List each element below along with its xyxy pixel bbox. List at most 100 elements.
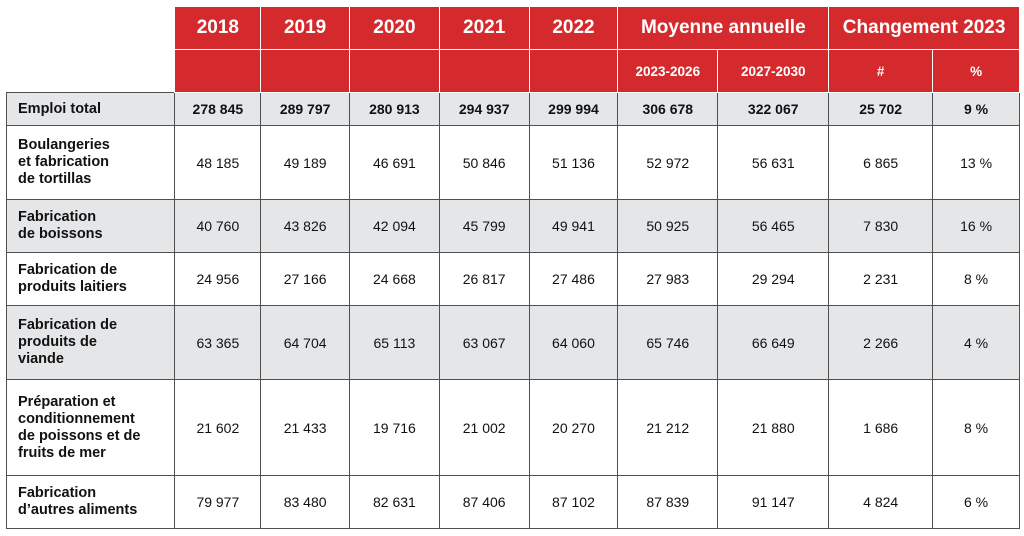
table-cell: 19 716 [349,379,440,476]
row-label-line: Fabrication de [18,317,118,333]
row-label-line: Emploi total [18,100,101,117]
table-cell: 87 839 [617,475,719,529]
table-row: Fabrication de produits laitiers 24 956 27 … [5,252,1020,306]
row-label-line: Fabrication [18,485,97,501]
table-cell: 66 649 [717,305,830,380]
table-cell: 63 365 [174,305,262,380]
table-cell: 65 113 [349,305,440,380]
header-row: 2018 2019 2020 2021 2022 Moyenne annuell… [6,6,1020,50]
row-label: Préparation et conditionnement de poissons… [5,379,176,476]
row-label-line: et fabrication [18,154,110,170]
row-label: Fabrication d’autres aliments [5,475,176,529]
row-label-line: produits de [18,334,97,350]
table-body: Emploi total 278 845 289 797 280 913 294 937… [5,92,1020,529]
table-cell: 21 880 [717,379,830,476]
corner-cell [6,6,175,50]
table-cell: 27 983 [617,252,719,306]
period-subheader: 2027-2030 [717,49,830,93]
year-header: 2020 [349,6,440,50]
table-cell: 27 486 [528,252,619,306]
row-label: Boulangeries et fabrication de tortillas [5,125,176,200]
table-row: Emploi total 278 845 289 797 280 913 294 937… [5,92,1020,126]
table-cell: 6 % [932,475,1020,529]
row-label-line: Préparation et [18,393,116,410]
table-cell: 13 % [932,125,1020,200]
table-cell: 82 631 [349,475,440,529]
table-cell: 20 270 [528,379,619,476]
table-cell: 9 % [932,92,1020,126]
year-header: 2019 [260,6,351,50]
table-cell: 48 185 [174,125,262,200]
table-cell: 2 231 [828,252,934,306]
row-label: Fabrication de produits de viande [5,305,176,380]
table-cell: 51 136 [528,125,619,200]
changement-header: Changement 2023 [828,6,1020,50]
blank-subheader [174,49,262,93]
change-count-subheader: # [828,49,934,93]
moyenne-header: Moyenne annuelle [617,6,830,50]
table-cell: 50 846 [438,125,530,200]
change-percent-subheader: % [932,49,1020,93]
year-header: 2021 [438,6,530,50]
subheader-row: 2023-2026 2027-2030 # % [6,49,1020,93]
row-label-line: produits laitiers [18,279,127,295]
row-label-line: de tortillas [18,171,92,187]
row-label: Fabrication de produits laitiers [5,252,176,306]
row-label-line: d’autres aliments [18,502,138,518]
row-label: Fabrication de boissons [5,199,176,253]
table-cell: 42 094 [349,199,440,253]
table-cell: 7 830 [828,199,934,253]
table-cell: 87 102 [528,475,619,529]
table-cell: 8 % [932,379,1020,476]
table-cell: 56 465 [717,199,830,253]
row-label-line: Fabrication de [18,262,118,278]
table-row: Préparation et conditionnement de poissons… [5,379,1020,476]
table-cell: 299 994 [528,92,619,126]
table-row: Boulangeries et fabrication de tortillas 48… [5,125,1020,200]
table-cell: 306 678 [617,92,719,126]
table-cell: 25 702 [828,92,934,126]
table-cell: 4 824 [828,475,934,529]
period-subheader: 2023-2026 [617,49,719,93]
blank-subheader [438,49,530,93]
row-label-line: conditionnement [18,410,135,427]
table-cell: 21 433 [260,379,351,476]
row-label-line: de boissons [18,226,103,242]
table-cell: 83 480 [260,475,351,529]
table-cell: 322 067 [717,92,830,126]
table-cell: 21 002 [438,379,530,476]
table-cell: 56 631 [717,125,830,200]
table-row: Fabrication d’autres aliments 79 977 83 480… [5,475,1020,529]
table-cell: 50 925 [617,199,719,253]
table-cell: 49 941 [528,199,619,253]
row-label-line: Boulangeries [18,137,110,153]
table-cell: 24 956 [174,252,262,306]
corner-cell [6,49,175,93]
table-cell: 16 % [932,199,1020,253]
table-cell: 6 865 [828,125,934,200]
table-cell: 21 602 [174,379,262,476]
table-cell: 52 972 [617,125,719,200]
table-cell: 280 913 [349,92,440,126]
blank-subheader [349,49,440,93]
table-cell: 64 060 [528,305,619,380]
table-cell: 278 845 [174,92,262,126]
table-cell: 21 212 [617,379,719,476]
year-header: 2022 [528,6,619,50]
row-label-line: de poissons et de [18,427,141,444]
row-label: Emploi total [5,92,176,126]
table-cell: 294 937 [438,92,530,126]
table-cell: 91 147 [717,475,830,529]
table-cell: 65 746 [617,305,719,380]
table-row: Fabrication de produits de viande 63 365 64 … [5,305,1020,380]
table-cell: 26 817 [438,252,530,306]
blank-subheader [528,49,619,93]
table-cell: 87 406 [438,475,530,529]
table-cell: 79 977 [174,475,262,529]
table-cell: 40 760 [174,199,262,253]
table-cell: 29 294 [717,252,830,306]
table-cell: 289 797 [260,92,351,126]
table-cell: 64 704 [260,305,351,380]
table-cell: 49 189 [260,125,351,200]
row-label-line: Fabrication [18,209,97,225]
